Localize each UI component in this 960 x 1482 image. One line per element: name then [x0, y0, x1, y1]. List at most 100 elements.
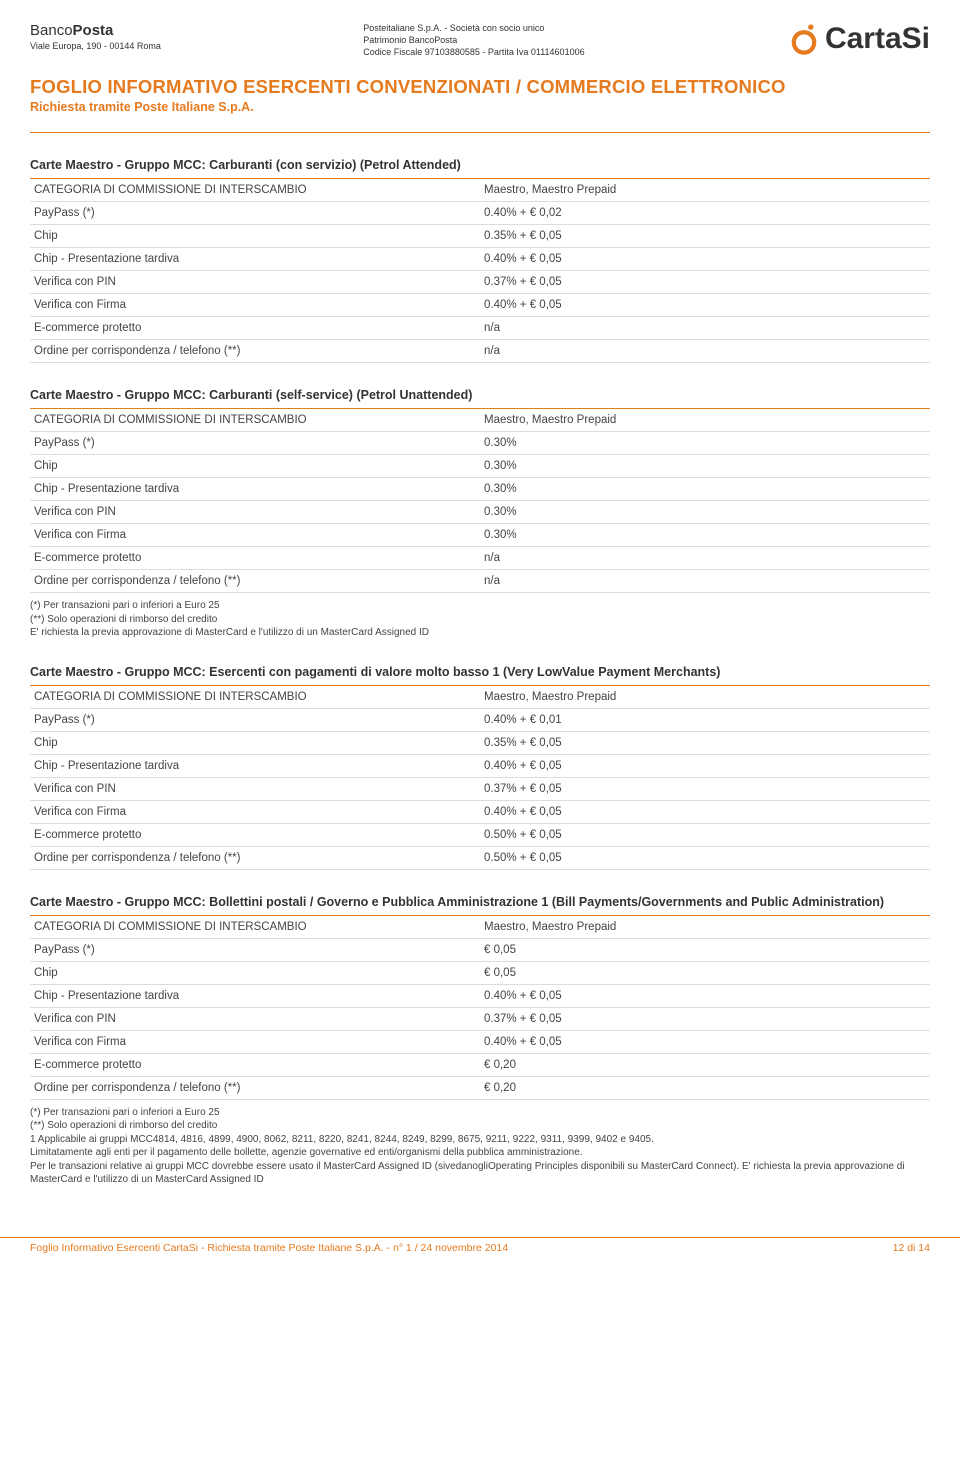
row-value: 0.35% + € 0,05	[480, 731, 930, 754]
row-value: € 0,20	[480, 1076, 930, 1099]
row-value: 0.50% + € 0,05	[480, 846, 930, 869]
row-value: Maestro, Maestro Prepaid	[480, 179, 930, 202]
table-row: E-commerce protetton/a	[30, 547, 930, 570]
row-label: Ordine per corrispondenza / telefono (**…	[30, 846, 480, 869]
row-label: Chip	[30, 455, 480, 478]
row-value: 0.30%	[480, 524, 930, 547]
row-label: Verifica con Firma	[30, 800, 480, 823]
note-line: (**) Solo operazioni di rimborso del cre…	[30, 613, 930, 627]
row-value: 0.30%	[480, 478, 930, 501]
table-row: E-commerce protetto€ 0,20	[30, 1053, 930, 1076]
row-label: Verifica con PIN	[30, 1007, 480, 1030]
table-row: Chip0.30%	[30, 455, 930, 478]
row-label: CATEGORIA DI COMMISSIONE DI INTERSCAMBIO	[30, 409, 480, 432]
note-line: 1 Applicabile ai gruppi MCC4814, 4816, 4…	[30, 1133, 930, 1147]
table-row: PayPass (*)0.40% + € 0,02	[30, 202, 930, 225]
row-value: 0.40% + € 0,05	[480, 294, 930, 317]
table-row: Verifica con Firma0.40% + € 0,05	[30, 800, 930, 823]
table-row: Ordine per corrispondenza / telefono (**…	[30, 846, 930, 869]
page-subtitle: Richiesta tramite Poste Italiane S.p.A.	[30, 100, 930, 114]
note-line: Limitatamente agli enti per il pagamento…	[30, 1146, 930, 1160]
fee-section: Carte Maestro - Gruppo MCC: Bollettini p…	[30, 890, 930, 1187]
row-value: € 0,05	[480, 961, 930, 984]
bancoposta-logo-part2: Posta	[73, 22, 114, 39]
row-value: 0.30%	[480, 501, 930, 524]
row-label: PayPass (*)	[30, 938, 480, 961]
table-row: Ordine per corrispondenza / telefono (**…	[30, 570, 930, 593]
row-value: 0.40% + € 0,02	[480, 202, 930, 225]
row-value: 0.37% + € 0,05	[480, 777, 930, 800]
table-row: PayPass (*)0.30%	[30, 432, 930, 455]
row-label: PayPass (*)	[30, 708, 480, 731]
row-label: Chip - Presentazione tardiva	[30, 754, 480, 777]
row-label: Verifica con PIN	[30, 777, 480, 800]
row-label: Ordine per corrispondenza / telefono (**…	[30, 570, 480, 593]
table-row: Verifica con PIN0.37% + € 0,05	[30, 1007, 930, 1030]
company-info-line1: Posteitaliane S.p.A. - Società con socio…	[363, 22, 584, 34]
table-row: PayPass (*)0.40% + € 0,01	[30, 708, 930, 731]
note-line: Per le transazioni relative ai gruppi MC…	[30, 1160, 930, 1187]
table-row: Chip0.35% + € 0,05	[30, 225, 930, 248]
section-title: Carte Maestro - Gruppo MCC: Carburanti (…	[30, 383, 930, 409]
note-line: (**) Solo operazioni di rimborso del cre…	[30, 1119, 930, 1133]
row-label: E-commerce protetto	[30, 547, 480, 570]
row-label: Ordine per corrispondenza / telefono (**…	[30, 340, 480, 363]
section-title: Carte Maestro - Gruppo MCC: Bollettini p…	[30, 890, 930, 916]
row-label: E-commerce protetto	[30, 823, 480, 846]
row-value: € 0,20	[480, 1053, 930, 1076]
row-value: 0.40% + € 0,05	[480, 984, 930, 1007]
table-row: Ordine per corrispondenza / telefono (**…	[30, 1076, 930, 1099]
row-value: 0.40% + € 0,05	[480, 248, 930, 271]
table-row: Verifica con Firma0.30%	[30, 524, 930, 547]
row-value: Maestro, Maestro Prepaid	[480, 686, 930, 709]
note-line: E' richiesta la previa approvazione di M…	[30, 626, 930, 640]
table-row: E-commerce protetto0.50% + € 0,05	[30, 823, 930, 846]
bancoposta-block: BancoPosta Viale Europa, 190 - 00144 Rom…	[30, 22, 161, 51]
table-row: Chip - Presentazione tardiva0.40% + € 0,…	[30, 754, 930, 777]
fee-section: Carte Maestro - Gruppo MCC: Carburanti (…	[30, 383, 930, 640]
row-value: 0.50% + € 0,05	[480, 823, 930, 846]
page-footer: Foglio Informativo Esercenti CartaSi - R…	[0, 1238, 960, 1268]
row-value: 0.40% + € 0,01	[480, 708, 930, 731]
table-row: CATEGORIA DI COMMISSIONE DI INTERSCAMBIO…	[30, 179, 930, 202]
row-value: n/a	[480, 547, 930, 570]
row-label: PayPass (*)	[30, 432, 480, 455]
row-label: Chip	[30, 731, 480, 754]
row-value: n/a	[480, 317, 930, 340]
row-value: Maestro, Maestro Prepaid	[480, 916, 930, 939]
row-label: CATEGORIA DI COMMISSIONE DI INTERSCAMBIO	[30, 179, 480, 202]
bancoposta-address: Viale Europa, 190 - 00144 Roma	[30, 41, 161, 51]
table-row: CATEGORIA DI COMMISSIONE DI INTERSCAMBIO…	[30, 916, 930, 939]
row-label: E-commerce protetto	[30, 317, 480, 340]
table-row: CATEGORIA DI COMMISSIONE DI INTERSCAMBIO…	[30, 409, 930, 432]
fee-section: Carte Maestro - Gruppo MCC: Carburanti (…	[30, 153, 930, 363]
row-value: 0.37% + € 0,05	[480, 271, 930, 294]
row-value: 0.40% + € 0,05	[480, 800, 930, 823]
table-row: Verifica con PIN0.30%	[30, 501, 930, 524]
company-info: Posteitaliane S.p.A. - Società con socio…	[363, 22, 584, 58]
row-label: Verifica con PIN	[30, 271, 480, 294]
table-row: Chip0.35% + € 0,05	[30, 731, 930, 754]
table-row: Verifica con PIN0.37% + € 0,05	[30, 271, 930, 294]
row-label: Chip - Presentazione tardiva	[30, 478, 480, 501]
note-line: (*) Per transazioni pari o inferiori a E…	[30, 1106, 930, 1120]
fee-table: CATEGORIA DI COMMISSIONE DI INTERSCAMBIO…	[30, 409, 930, 593]
row-value: Maestro, Maestro Prepaid	[480, 409, 930, 432]
row-label: Verifica con Firma	[30, 1030, 480, 1053]
table-row: CATEGORIA DI COMMISSIONE DI INTERSCAMBIO…	[30, 686, 930, 709]
footer-left: Foglio Informativo Esercenti CartaSi - R…	[30, 1242, 508, 1254]
table-row: Verifica con Firma0.40% + € 0,05	[30, 294, 930, 317]
table-row: Chip - Presentazione tardiva0.30%	[30, 478, 930, 501]
section-title: Carte Maestro - Gruppo MCC: Esercenti co…	[30, 660, 930, 686]
row-label: Chip	[30, 225, 480, 248]
row-value: 0.30%	[480, 432, 930, 455]
fee-table: CATEGORIA DI COMMISSIONE DI INTERSCAMBIO…	[30, 179, 930, 363]
section-notes: (*) Per transazioni pari o inferiori a E…	[30, 599, 930, 640]
row-value: 0.37% + € 0,05	[480, 1007, 930, 1030]
table-row: Verifica con PIN0.37% + € 0,05	[30, 777, 930, 800]
company-info-line3: Codice Fiscale 97103880585 - Partita Iva…	[363, 46, 584, 58]
company-info-line2: Patrimonio BancoPosta	[363, 34, 584, 46]
cartasi-icon	[787, 22, 821, 56]
table-row: Chip€ 0,05	[30, 961, 930, 984]
row-label: Ordine per corrispondenza / telefono (**…	[30, 1076, 480, 1099]
